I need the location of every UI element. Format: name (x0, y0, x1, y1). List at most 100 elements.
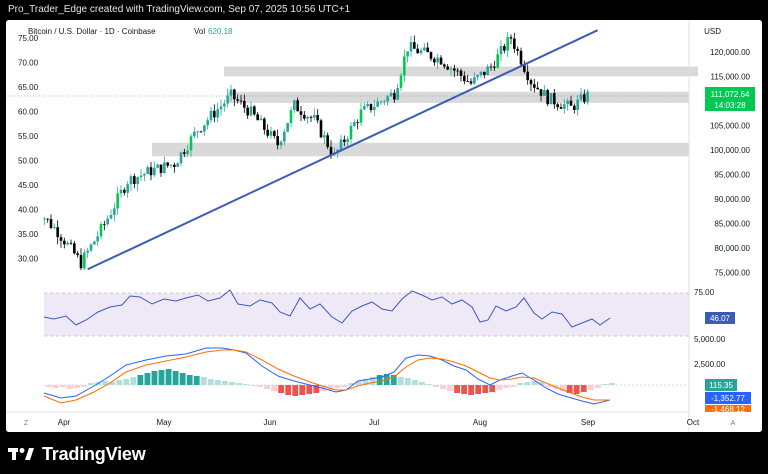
candle-body[interactable] (489, 66, 493, 68)
candle-body[interactable] (213, 110, 216, 118)
candle-body[interactable] (113, 208, 116, 216)
candle-body[interactable] (253, 106, 256, 115)
candle-body[interactable] (559, 107, 563, 109)
candle-body[interactable] (263, 118, 266, 130)
candle-body[interactable] (96, 236, 99, 242)
candle-body[interactable] (159, 164, 163, 173)
candle-body[interactable] (503, 46, 506, 51)
candle-body[interactable] (419, 50, 423, 54)
candle-body[interactable] (239, 100, 243, 102)
trendline[interactable] (87, 29, 599, 271)
candle-body[interactable] (549, 93, 553, 105)
candle-body[interactable] (389, 93, 393, 97)
candle-body[interactable] (276, 136, 279, 146)
candle-body[interactable] (83, 252, 86, 269)
candle-body[interactable] (176, 163, 179, 167)
candle-body[interactable] (93, 241, 96, 245)
candle-body[interactable] (266, 129, 269, 136)
candle-body[interactable] (403, 56, 406, 76)
candle-body[interactable] (459, 70, 463, 76)
candle-body[interactable] (396, 87, 399, 100)
candle-body[interactable] (536, 87, 539, 90)
candle-body[interactable] (453, 68, 456, 71)
candle-body[interactable] (443, 64, 446, 67)
candle-body[interactable] (143, 173, 146, 176)
candle-body[interactable] (409, 42, 413, 52)
candle-body[interactable] (363, 106, 366, 110)
candle-body[interactable] (583, 94, 586, 102)
candle-body[interactable] (249, 106, 253, 116)
candle-body[interactable] (506, 37, 509, 51)
candle-body[interactable] (279, 141, 283, 146)
candle-body[interactable] (483, 71, 486, 75)
candle-body[interactable] (103, 223, 106, 225)
candle-body[interactable] (439, 57, 443, 65)
candle-body[interactable] (343, 139, 346, 142)
candle-body[interactable] (413, 42, 416, 49)
candle-body[interactable] (406, 51, 409, 57)
candle-body[interactable] (183, 152, 186, 154)
candle-body[interactable] (386, 96, 389, 102)
trendline-layer[interactable] (87, 29, 599, 271)
candle-body[interactable] (79, 255, 83, 269)
candle-body[interactable] (529, 80, 533, 85)
candle-body[interactable] (303, 114, 306, 119)
candle-body[interactable] (73, 243, 76, 254)
candle-body[interactable] (203, 125, 206, 132)
candle-body[interactable] (446, 66, 449, 70)
candle-body[interactable] (353, 122, 356, 126)
candle-body[interactable] (286, 123, 289, 132)
candle-body[interactable] (553, 93, 556, 105)
candle-body[interactable] (166, 162, 169, 166)
candle-body[interactable] (429, 52, 433, 59)
candle-body[interactable] (109, 215, 113, 219)
candle-body[interactable] (199, 131, 203, 133)
candle-body[interactable] (496, 54, 499, 68)
candle-body[interactable] (223, 103, 226, 107)
candle-body[interactable] (246, 107, 249, 116)
candle-body[interactable] (53, 227, 56, 229)
candle-body[interactable] (273, 131, 276, 137)
candle-body[interactable] (586, 91, 589, 102)
candle-body[interactable] (326, 135, 329, 147)
candle-body[interactable] (513, 38, 516, 49)
candle-body[interactable] (313, 115, 316, 118)
candle-body[interactable] (226, 95, 229, 104)
candle-body[interactable] (133, 176, 136, 184)
candle-body[interactable] (296, 100, 299, 112)
candle-body[interactable] (153, 167, 156, 176)
candle-body[interactable] (469, 81, 473, 84)
candle-body[interactable] (269, 131, 273, 136)
candle-body[interactable] (349, 125, 353, 140)
candle-body[interactable] (99, 223, 103, 237)
timezone-icon[interactable]: Z (24, 420, 29, 427)
candle-body[interactable] (366, 103, 369, 107)
candle-body[interactable] (233, 89, 236, 100)
candle-body[interactable] (423, 47, 426, 51)
candle-body[interactable] (289, 110, 293, 124)
candle-body[interactable] (173, 164, 176, 167)
price-chart[interactable]: Bitcoin / U.S. Dollar · 1D · Coinbase Vo… (6, 20, 762, 432)
candle-body[interactable] (399, 75, 403, 88)
candle-body[interactable] (56, 227, 59, 238)
candle-body[interactable] (339, 139, 343, 150)
candle-body[interactable] (316, 115, 319, 121)
candle-body[interactable] (356, 122, 359, 123)
candle-body[interactable] (433, 58, 436, 63)
candle-body[interactable] (516, 48, 519, 51)
candle-body[interactable] (106, 218, 109, 225)
candle-body[interactable] (359, 109, 363, 123)
candle-body[interactable] (59, 237, 63, 241)
candle-body[interactable] (309, 117, 313, 118)
candle-body[interactable] (323, 135, 326, 138)
candle-body[interactable] (89, 244, 93, 251)
candle-body[interactable] (556, 104, 559, 108)
candle-body[interactable] (466, 81, 469, 83)
candle-body[interactable] (256, 114, 259, 121)
candle-body[interactable] (116, 193, 119, 209)
candle-body[interactable] (156, 164, 159, 168)
candle-body[interactable] (346, 139, 349, 142)
candle-body[interactable] (526, 71, 529, 81)
candle-body[interactable] (376, 101, 379, 107)
candle-body[interactable] (179, 152, 183, 164)
